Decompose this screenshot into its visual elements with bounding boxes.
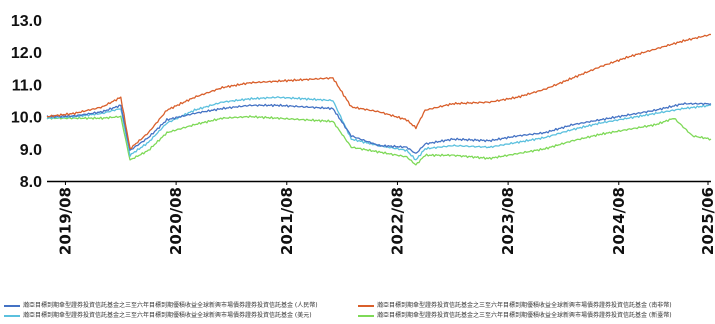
y-axis: 13.0 12.0 11.0 10.0 9.0 8.0 — [11, 13, 42, 191]
legend-label: 瀚亞目標到期傘型證券投資信託基金之三至六年目標到期優積收益全球新興市場債券證券投… — [23, 312, 312, 319]
y-tick-label: 11.0 — [12, 77, 42, 94]
x-axis: 2019/08 2020/08 2021/08 2022/08 2023/08 2024/… — [47, 180, 715, 255]
x-tick-label: 2022/08 — [388, 187, 406, 255]
y-tick-label: 12.0 — [11, 45, 42, 62]
legend-item: 瀚亞目標到期傘型證券投資信託基金之三至六年目標到期優積收益全球新興市場債券證券投… — [358, 301, 712, 311]
legend: 瀚亞目標到期傘型證券投資信託基金之三至六年目標到期優積收益全球新興市場債券證券投… — [4, 301, 712, 321]
legend-swatch — [4, 305, 20, 307]
legend-item: 瀚亞目標到期傘型證券投資信託基金之三至六年目標到期優積收益全球新興市場債券證券投… — [4, 301, 358, 311]
legend-label: 瀚亞目標到期傘型證券投資信託基金之三至六年目標到期優積收益全球新興市場債券證券投… — [377, 302, 672, 309]
legend-item: 瀚亞目標到期傘型證券投資信託基金之三至六年目標到期優積收益全球新興市場債券證券投… — [358, 311, 712, 321]
x-tick-label: 2023/08 — [499, 187, 517, 255]
legend-label: 瀚亞目標到期傘型證券投資信託基金之三至六年目標到期優積收益全球新興市場債券證券投… — [23, 302, 318, 309]
x-tick-label: 2025/06 — [699, 187, 715, 255]
x-tick-label: 2020/08 — [167, 187, 185, 255]
series-line — [46, 102, 712, 154]
series-line — [47, 33, 712, 150]
y-tick-label: 8.0 — [20, 174, 42, 191]
x-tick-label: 2021/08 — [278, 187, 296, 255]
y-tick-label: 13.0 — [11, 13, 42, 30]
series-line — [46, 115, 712, 166]
chart-canvas: 13.0 12.0 11.0 10.0 9.0 8.0 2019/08 2020/08 202… — [11, 13, 715, 255]
legend-swatch — [358, 315, 374, 317]
legend-label: 瀚亞目標到期傘型證券投資信託基金之三至六年目標到期優積收益全球新興市場債券證券投… — [377, 312, 672, 319]
series-line — [46, 96, 712, 161]
x-tick-label: 2019/08 — [56, 187, 74, 255]
legend-swatch — [358, 305, 374, 307]
x-tick-label: 2024/08 — [610, 187, 628, 255]
legend-item: 瀚亞目標到期傘型證券投資信託基金之三至六年目標到期優積收益全球新興市場債券證券投… — [4, 311, 358, 321]
y-tick-label: 9.0 — [20, 142, 42, 159]
plot-area — [46, 33, 712, 166]
legend-swatch — [4, 315, 20, 317]
y-tick-label: 10.0 — [11, 110, 42, 127]
